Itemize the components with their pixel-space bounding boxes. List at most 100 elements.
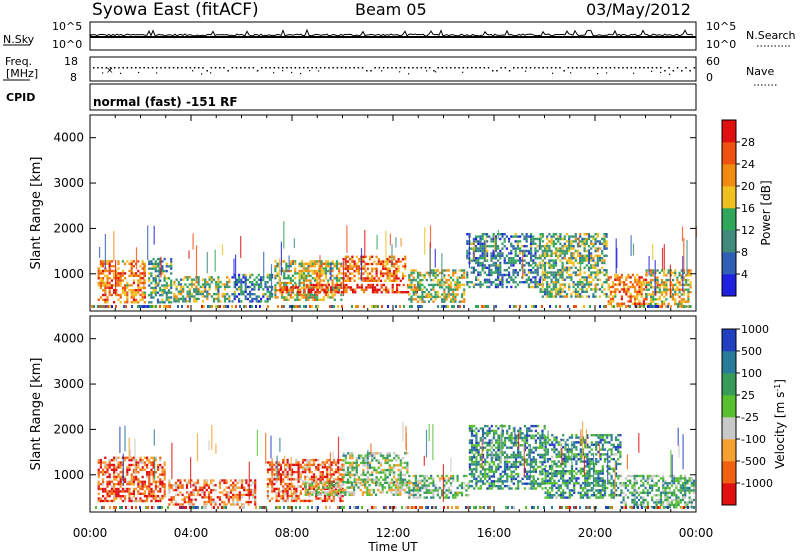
- data-cell: [364, 461, 367, 465]
- data-cell: [251, 488, 255, 492]
- data-cell: [331, 260, 334, 263]
- data-cell: [344, 488, 347, 492]
- data-cell: [331, 481, 334, 484]
- data-cell: [539, 283, 542, 286]
- data-cell: [154, 480, 157, 483]
- data-cell: [308, 466, 311, 469]
- data-cell: [190, 493, 193, 497]
- data-cell: [353, 279, 356, 282]
- data-cell: [561, 264, 564, 267]
- data-cell: [384, 456, 387, 460]
- data-cell: [430, 491, 433, 494]
- data-cell: [297, 463, 300, 467]
- data-cell: [266, 497, 269, 500]
- data-cell: [447, 477, 450, 480]
- data-cell: [512, 245, 515, 248]
- data-cell: [168, 486, 171, 489]
- data-cell: [543, 271, 547, 274]
- data-cell: [228, 297, 231, 301]
- data-cell: [141, 492, 144, 495]
- ground-cell: [643, 305, 645, 308]
- data-cell: [150, 262, 153, 266]
- freq-dot: [315, 67, 318, 69]
- data-cell: [177, 486, 180, 489]
- data-cell: [468, 429, 471, 433]
- data-cell: [616, 283, 619, 286]
- data-cell: [416, 489, 420, 492]
- data-cell: [667, 302, 670, 306]
- data-cell: [603, 233, 606, 236]
- data-cell: [423, 482, 426, 485]
- data-cell: [104, 463, 107, 467]
- data-cell: [210, 295, 213, 298]
- freq-dot: [626, 67, 628, 69]
- data-cell: [523, 245, 526, 248]
- freq-dot: [93, 67, 95, 69]
- data-cell: [477, 247, 480, 250]
- data-cell: [150, 483, 153, 486]
- data-cell: [386, 456, 389, 460]
- data-cell: [306, 468, 309, 471]
- data-cell: [434, 298, 437, 301]
- data-cell: [388, 468, 391, 472]
- data-cell: [353, 260, 356, 263]
- data-cell: [328, 486, 331, 489]
- data-cell: [460, 494, 464, 497]
- data-cell: [406, 461, 409, 465]
- data-cell: [154, 487, 157, 491]
- data-cell: [143, 499, 146, 503]
- data-cell: [315, 491, 318, 494]
- data-cell: [295, 494, 298, 498]
- data-cell: [244, 285, 247, 289]
- data-cell: [452, 274, 455, 277]
- data-cell: [605, 242, 608, 245]
- data-cell: [674, 298, 677, 301]
- data-cell: [534, 269, 537, 272]
- data-cell: [117, 260, 120, 263]
- data-cell: [163, 478, 166, 481]
- ground-cell: [111, 305, 113, 308]
- data-cell: [99, 284, 102, 287]
- data-cell: [614, 288, 617, 291]
- data-streak: [288, 255, 290, 272]
- data-cell: [124, 291, 127, 294]
- data-cell: [257, 295, 260, 298]
- data-cell: [346, 478, 350, 481]
- nave-dot: [606, 72, 608, 74]
- data-cell: [618, 283, 621, 286]
- ground-cell: [605, 305, 607, 308]
- ground-cell: [647, 305, 649, 308]
- ground-cell: [649, 305, 651, 308]
- data-cell: [561, 295, 564, 298]
- data-cell: [135, 497, 138, 500]
- data-cell: [379, 272, 383, 275]
- data-cell: [290, 494, 294, 498]
- data-cell: [173, 295, 176, 298]
- data-cell: [225, 491, 228, 494]
- data-cell: [141, 277, 144, 280]
- data-cell: [117, 293, 120, 297]
- data-cell: [601, 271, 604, 274]
- data-cell: [117, 461, 120, 464]
- data-cell: [379, 262, 383, 266]
- data-cell: [328, 463, 331, 467]
- data-cell: [618, 290, 621, 293]
- data-cell: [243, 493, 246, 497]
- data-cell: [432, 494, 435, 497]
- data-cell: [678, 274, 681, 277]
- data-cell: [523, 271, 526, 274]
- data-cell: [231, 276, 234, 279]
- data-cell: [572, 254, 575, 257]
- data-streak: [385, 230, 387, 266]
- data-cell: [479, 427, 482, 430]
- y-tick-label: 4000: [53, 131, 84, 145]
- data-cell: [312, 473, 316, 476]
- data-cell: [330, 463, 333, 467]
- data-cell: [407, 286, 410, 289]
- data-cell: [268, 461, 272, 464]
- data-cell: [379, 491, 382, 494]
- data-cell: [583, 249, 586, 253]
- data-cell: [387, 288, 390, 291]
- data-cell: [320, 262, 323, 265]
- data-cell: [275, 497, 278, 500]
